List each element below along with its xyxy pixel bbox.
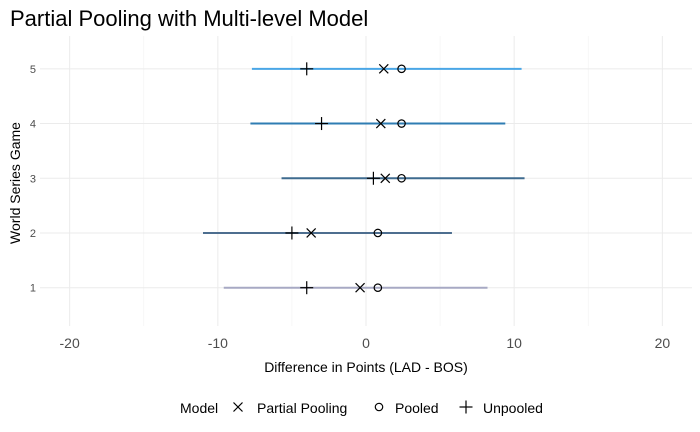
grid	[40, 36, 692, 326]
y-axis-title: World Series Game	[7, 122, 23, 244]
legend-label: Unpooled	[483, 400, 543, 416]
plus-point-game-5	[300, 62, 314, 76]
cross-x-point-game-4	[375, 118, 386, 129]
x-tick-label: -10	[208, 335, 228, 351]
x-axis-title: Difference in Points (LAD - BOS)	[264, 359, 468, 375]
y-tick-label: 1	[30, 283, 36, 295]
legend-title: Model	[180, 400, 218, 416]
legend-label: Pooled	[395, 400, 439, 416]
chart-title: Partial Pooling with Multi-level Model	[10, 6, 368, 31]
cross-x-point-game-1	[355, 282, 365, 293]
plus-point-game-4	[315, 117, 329, 131]
circle-open-point-game-1	[373, 283, 383, 292]
legend-plus-icon	[459, 400, 473, 414]
cross-x-point-game-3	[380, 173, 391, 184]
plus-point-game-2	[285, 226, 299, 240]
cross-x-point-game-2	[306, 228, 317, 238]
legend-circle-open-icon	[374, 402, 384, 412]
circle-open-point-game-4	[397, 119, 406, 128]
x-tick-label: 20	[655, 335, 671, 351]
plus-point-game-1	[300, 281, 314, 295]
x-tick-label: 0	[362, 335, 370, 351]
circle-open-point-game-5	[397, 64, 406, 74]
interval-lines	[203, 67, 525, 289]
plus-point-game-3	[366, 171, 380, 185]
y-tick-label: 5	[30, 64, 36, 76]
legend-label: Partial Pooling	[257, 400, 347, 416]
x-tick-label: -20	[60, 335, 80, 351]
y-tick-label: 4	[30, 119, 36, 131]
circle-open-point-game-3	[397, 173, 406, 183]
x-axis-ticks: -20 -10 0 10 20	[60, 335, 671, 351]
circle-open-point-game-2	[373, 228, 383, 238]
y-axis-ticks: 1 2 3 4 5	[30, 64, 36, 295]
y-tick-label: 3	[30, 173, 36, 185]
legend: Model Partial Pooling Pooled Unpooled	[180, 400, 543, 416]
data-points	[285, 62, 406, 295]
legend-cross-x-icon	[233, 402, 243, 412]
x-tick-label: 10	[506, 335, 522, 351]
y-tick-label: 2	[30, 228, 36, 240]
cross-x-point-game-5	[378, 63, 389, 74]
